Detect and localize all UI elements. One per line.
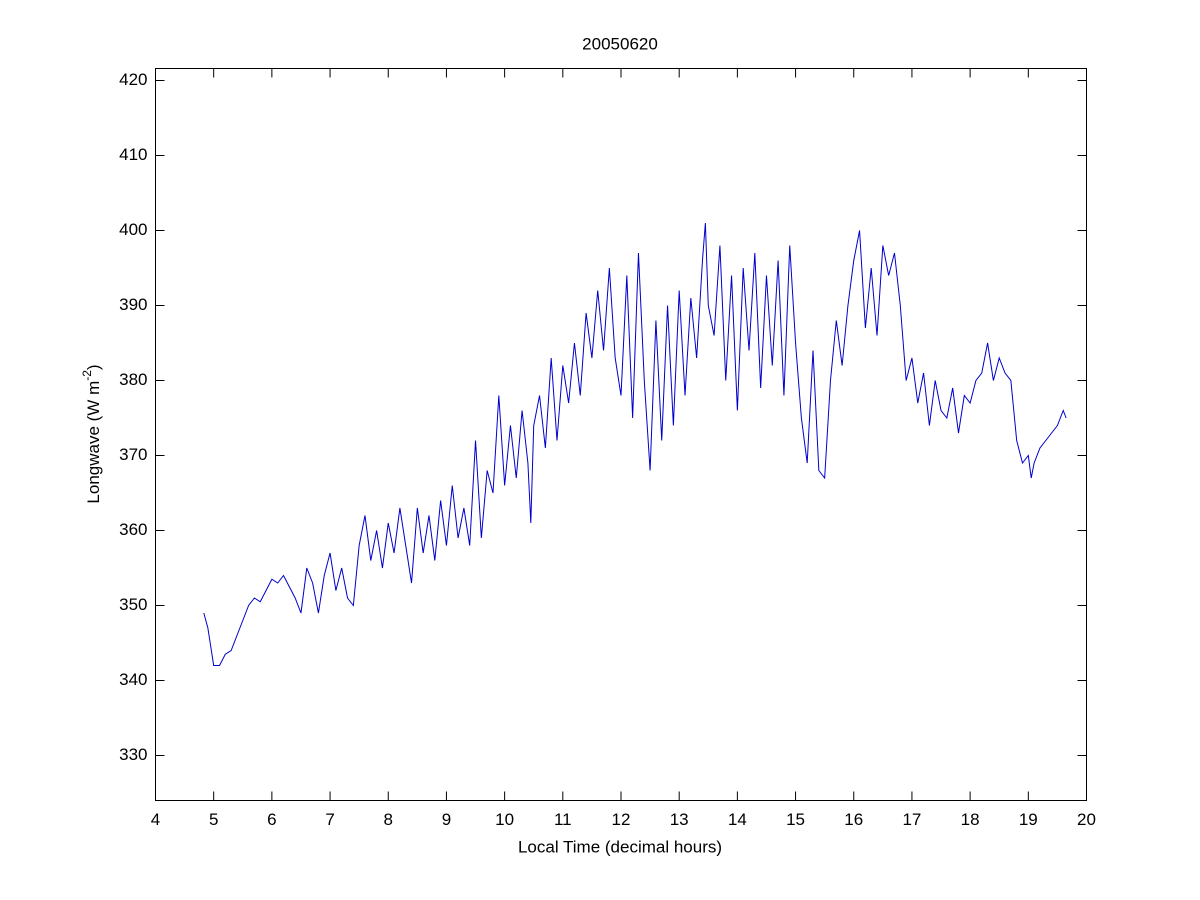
- x-tick-label: 6: [267, 810, 276, 829]
- x-tick-label: 14: [728, 810, 747, 829]
- y-tick-label: 350: [119, 595, 147, 614]
- y-tick-label: 360: [119, 520, 147, 539]
- y-axis-label-close: ): [84, 364, 103, 370]
- x-tick-label: 9: [442, 810, 451, 829]
- x-tick-label: 8: [384, 810, 393, 829]
- y-tick-label: 410: [119, 145, 147, 164]
- x-tick-label: 11: [554, 810, 572, 829]
- x-axis-label: Local Time (decimal hours): [518, 837, 722, 856]
- x-tick-label: 18: [961, 810, 980, 829]
- y-tick-label: 370: [119, 445, 147, 464]
- x-tick-label: 19: [1019, 810, 1038, 829]
- chart-title: 20050620: [582, 34, 658, 53]
- y-tick-label: 340: [119, 670, 147, 689]
- x-tick-label: 17: [902, 810, 921, 829]
- x-tick-label: 4: [151, 810, 160, 829]
- y-axis-label-superscript: -2: [80, 370, 94, 381]
- x-tick-label: 12: [612, 810, 631, 829]
- x-tick-label: 20: [1077, 810, 1096, 829]
- data-line: [203, 222, 1067, 666]
- x-tick-label: 5: [209, 810, 218, 829]
- x-tick-label: 16: [844, 810, 863, 829]
- y-tick-label: 380: [119, 370, 147, 389]
- x-tick-label: 15: [786, 810, 805, 829]
- y-axis-label-text: Longwave (W m: [84, 381, 103, 504]
- plot-area: [155, 68, 1087, 801]
- y-axis-label: Longwave (W m-2): [80, 364, 103, 503]
- y-tick-label: 400: [119, 220, 147, 239]
- y-tick-label: 330: [119, 745, 147, 764]
- y-tick-label: 390: [119, 295, 147, 314]
- x-tick-label: 13: [670, 810, 689, 829]
- y-tick-label: 420: [119, 70, 147, 89]
- x-tick-label: 7: [325, 810, 334, 829]
- x-tick-label: 10: [495, 810, 514, 829]
